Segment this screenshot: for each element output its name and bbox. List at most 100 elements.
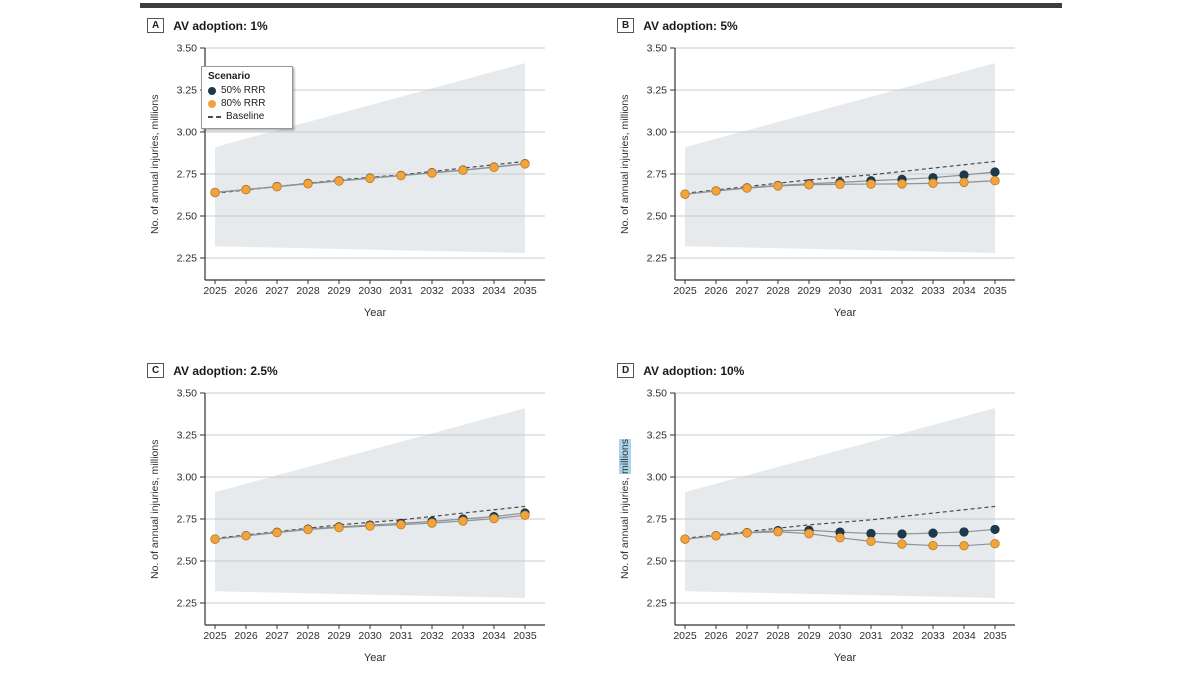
y-tick-label: 3.00: [647, 472, 668, 484]
dot-80rrr: [458, 516, 468, 526]
x-tick-label: 2035: [983, 630, 1007, 642]
x-tick-label: 2035: [983, 285, 1007, 297]
legend-dash-baseline-icon: [208, 115, 221, 118]
legend-label-80rrr: 80% RRR: [221, 98, 266, 109]
y-tick-label: 2.50: [177, 211, 198, 223]
panel-title: AV adoption: 2.5%: [173, 363, 278, 378]
x-tick-label: 2032: [420, 630, 444, 642]
y-axis-label-prefix: No. of annual injuries,: [619, 129, 631, 234]
panel-title: AV adoption: 5%: [643, 18, 738, 33]
x-tick-label: 2031: [859, 285, 883, 297]
confidence-band: [215, 63, 525, 253]
y-axis-label-suffix: millions: [619, 439, 631, 475]
x-tick-label: 2030: [828, 285, 852, 297]
y-axis-label: No. of annual injuries, millions: [149, 393, 165, 625]
x-tick-label: 2033: [921, 285, 945, 297]
y-tick-label: 2.50: [647, 211, 668, 223]
x-tick-label: 2035: [513, 285, 537, 297]
chart-svg-c: 2.25 2.50 2.75 3.00 3.25 3.50 2025 2026 2027 2028…: [177, 388, 545, 664]
y-axis-label: No. of annual injuries, millions: [619, 393, 635, 625]
dot-80rrr: [489, 513, 499, 524]
legend-item-baseline: Baseline: [208, 110, 286, 123]
dot-80rrr: [210, 534, 220, 544]
dot-80rrr: [303, 179, 313, 189]
x-tick-label: 2028: [296, 630, 320, 642]
dot-80rrr: [773, 527, 783, 537]
y-tick-label: 3.00: [177, 127, 198, 139]
x-tick-label: 2034: [482, 285, 506, 297]
dot-80rrr: [458, 165, 468, 176]
panel-b: B AV adoption: 5% 2.25 2.50 2.75 3.00 3.25 3.…: [617, 16, 1017, 350]
x-tick-label: 2033: [921, 630, 945, 642]
dot-80rrr: [835, 533, 845, 543]
x-tick-label: 2030: [828, 630, 852, 642]
y-tick-label: 3.50: [177, 388, 198, 400]
y-tick-label: 3.00: [647, 127, 668, 139]
y-axis-label-suffix: millions: [149, 94, 161, 130]
x-tick-label: 2029: [797, 285, 821, 297]
dot-80rrr: [835, 179, 845, 189]
dot-80rrr: [990, 538, 1000, 549]
dot-50rrr: [990, 167, 1000, 177]
x-tick-label: 2032: [890, 285, 914, 297]
panel-letter-box: A: [147, 18, 165, 33]
x-tick-label: 2026: [234, 285, 258, 297]
dot-80rrr: [711, 186, 721, 196]
x-tick-label: 2029: [327, 285, 351, 297]
x-tick-label: 2033: [451, 285, 475, 297]
dot-80rrr: [427, 168, 437, 178]
x-tick-label: 2029: [797, 630, 821, 642]
y-axis-label-suffix: millions: [619, 94, 631, 130]
panel-a-header: A AV adoption: 1%: [147, 18, 268, 33]
x-axis-title: Year: [834, 652, 857, 664]
y-tick-label: 3.50: [647, 388, 668, 400]
legend-item-50rrr: 50% RRR: [208, 84, 286, 97]
x-tick-label: 2025: [203, 630, 227, 642]
x-axis-title: Year: [364, 652, 387, 664]
dot-80rrr: [804, 180, 814, 190]
dot-80rrr: [303, 524, 313, 535]
y-axis-label-prefix: No. of annual injuries,: [149, 129, 161, 234]
x-tick-label: 2030: [358, 630, 382, 642]
y-axis-label: No. of annual injuries, millions: [619, 48, 635, 280]
baseline-dashed-line: [684, 505, 996, 539]
legend-item-80rrr: 80% RRR: [208, 97, 286, 110]
panel-title: AV adoption: 1%: [173, 18, 268, 33]
x-tick-label: 2031: [389, 630, 413, 642]
y-tick-label: 2.25: [647, 253, 668, 265]
x-tick-label: 2029: [327, 630, 351, 642]
y-tick-label: 2.50: [177, 556, 198, 568]
dot-80rrr: [959, 541, 969, 551]
x-tick-label: 2026: [234, 630, 258, 642]
x-tick-label: 2025: [673, 285, 697, 297]
y-tick-label: 2.25: [647, 598, 668, 610]
x-tick-label: 2034: [952, 285, 976, 297]
panel-letter-box: B: [617, 18, 635, 33]
dot-80rrr: [928, 178, 938, 188]
x-axis-title: Year: [364, 307, 387, 319]
x-tick-label: 2026: [704, 630, 728, 642]
y-axis-label-suffix: millions: [149, 439, 161, 475]
y-tick-label: 3.00: [177, 472, 198, 484]
dot-80rrr: [365, 521, 375, 531]
dot-80rrr: [334, 522, 344, 533]
legend-title: Scenario: [208, 71, 251, 82]
x-tick-label: 2031: [389, 285, 413, 297]
x-tick-label: 2035: [513, 630, 537, 642]
x-tick-label: 2034: [482, 630, 506, 642]
y-axis-label: No. of annual injuries, millions: [149, 48, 165, 280]
y-tick-label: 3.50: [177, 43, 198, 55]
x-tick-label: 2032: [890, 630, 914, 642]
y-tick-label: 3.25: [647, 430, 668, 442]
y-tick-label: 2.75: [647, 169, 668, 181]
y-tick-label: 3.25: [647, 85, 668, 97]
confidence-band: [685, 408, 995, 598]
dot-80rrr: [520, 159, 530, 169]
dot-80rrr: [928, 540, 938, 551]
legend-dot-80rrr-icon: [208, 99, 216, 108]
x-tick-label: 2027: [265, 285, 289, 297]
panel-title: AV adoption: 10%: [643, 363, 745, 378]
x-tick-label: 2025: [673, 630, 697, 642]
dot-80rrr: [773, 181, 783, 191]
x-axis-title: Year: [834, 307, 857, 319]
